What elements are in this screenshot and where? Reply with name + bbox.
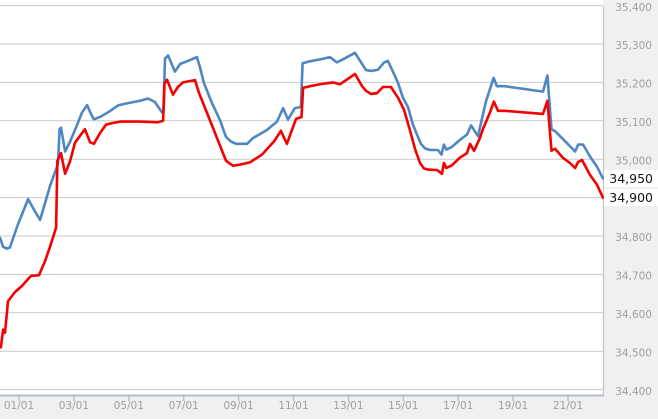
x-axis-tick-label: 15/01 xyxy=(388,400,418,412)
y-axis-tick-label: 34,500 xyxy=(615,347,652,359)
x-axis-tick-label: 11/01 xyxy=(278,400,308,412)
y-axis-tick-label: 34,700 xyxy=(615,271,652,283)
y-axis-tick-label: 34,800 xyxy=(615,232,652,244)
x-axis-tick-label: 03/01 xyxy=(59,400,89,412)
current-value-label-blue: 34,950 xyxy=(604,170,658,187)
y-axis-tick-label: 35,300 xyxy=(615,40,652,52)
series-red-line xyxy=(0,72,605,349)
x-axis-tick-label: 07/01 xyxy=(169,400,199,412)
y-axis-tick-label: 35,100 xyxy=(615,117,652,129)
x-axis-tick-label: 09/01 xyxy=(223,400,253,412)
y-axis-tick-label: 35,000 xyxy=(615,155,652,167)
x-axis-tick-label: 19/01 xyxy=(498,400,528,412)
y-axis-tick-label: 34,600 xyxy=(615,309,652,321)
x-axis-tick-label: 01/01 xyxy=(4,400,34,412)
y-axis-tick-label: 35,200 xyxy=(615,79,652,91)
x-axis-tick-label: 21/01 xyxy=(553,400,583,412)
y-axis-tick-label: 34,400 xyxy=(615,386,652,398)
x-axis-tick-label: 13/01 xyxy=(333,400,363,412)
x-axis-tick-label: 17/01 xyxy=(443,400,473,412)
y-axis-tick-label: 35,400 xyxy=(615,2,652,14)
current-value-label-red: 34,900 xyxy=(604,189,658,206)
series-blue-line xyxy=(0,51,605,250)
x-axis-tick-label: 05/01 xyxy=(114,400,144,412)
